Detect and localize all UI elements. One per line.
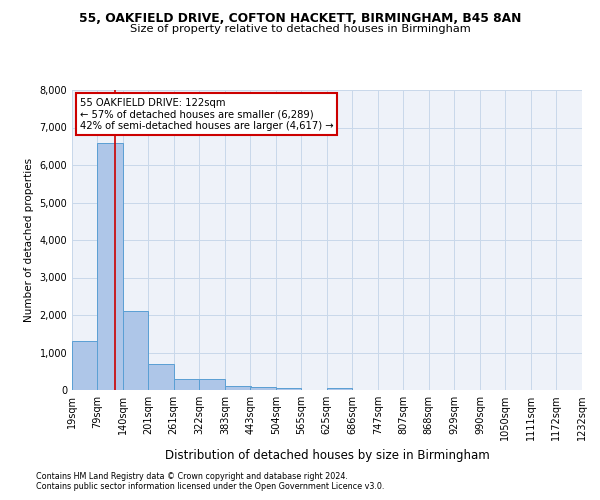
Text: 55, OAKFIELD DRIVE, COFTON HACKETT, BIRMINGHAM, B45 8AN: 55, OAKFIELD DRIVE, COFTON HACKETT, BIRM…: [79, 12, 521, 26]
Bar: [173, 379, 199, 390]
Bar: [276, 388, 301, 390]
Bar: [199, 379, 225, 390]
Bar: [225, 386, 251, 390]
Text: 55 OAKFIELD DRIVE: 122sqm
← 57% of detached houses are smaller (6,289)
42% of se: 55 OAKFIELD DRIVE: 122sqm ← 57% of detac…: [80, 98, 333, 130]
Text: Contains public sector information licensed under the Open Government Licence v3: Contains public sector information licen…: [36, 482, 385, 491]
Bar: [97, 142, 123, 390]
Text: Contains HM Land Registry data © Crown copyright and database right 2024.: Contains HM Land Registry data © Crown c…: [36, 472, 348, 481]
Bar: [148, 364, 174, 390]
Bar: [250, 388, 276, 390]
Bar: [123, 311, 148, 390]
Y-axis label: Number of detached properties: Number of detached properties: [24, 158, 34, 322]
Text: Size of property relative to detached houses in Birmingham: Size of property relative to detached ho…: [130, 24, 470, 34]
Bar: [72, 341, 98, 390]
X-axis label: Distribution of detached houses by size in Birmingham: Distribution of detached houses by size …: [164, 448, 490, 462]
Bar: [326, 388, 352, 390]
